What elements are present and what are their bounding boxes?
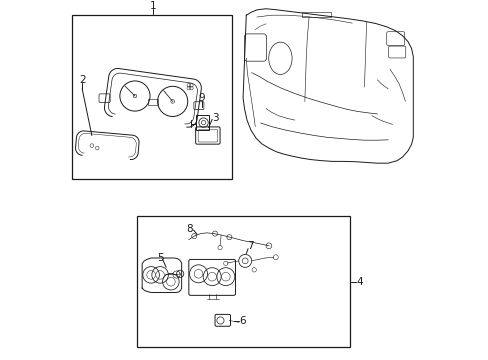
- Text: 8: 8: [186, 224, 193, 234]
- Text: 4: 4: [355, 277, 362, 287]
- Text: 2: 2: [79, 75, 85, 85]
- Text: 6: 6: [239, 316, 245, 326]
- Text: 3: 3: [211, 113, 218, 122]
- Bar: [302, 12, 330, 17]
- Bar: [147, 99, 157, 105]
- Text: 7: 7: [246, 241, 253, 251]
- Text: 1: 1: [149, 1, 156, 11]
- Bar: [72, 15, 231, 179]
- Bar: [195, 116, 208, 130]
- Bar: [137, 216, 350, 347]
- Text: 9: 9: [199, 93, 205, 103]
- Text: 5: 5: [157, 253, 163, 263]
